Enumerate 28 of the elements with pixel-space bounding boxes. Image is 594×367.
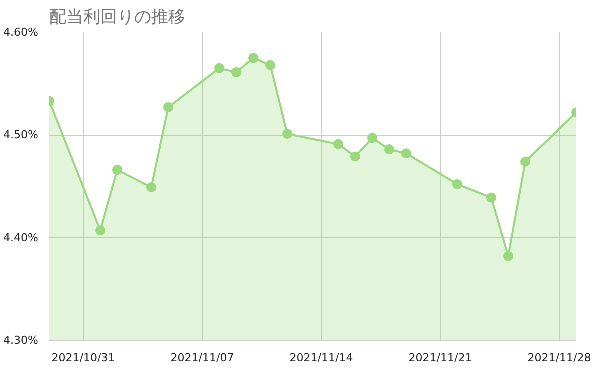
point: [96, 226, 106, 236]
x-tick-label: 2021/10/31: [52, 352, 116, 364]
chart-title: 配当利回りの推移: [50, 8, 186, 28]
point: [112, 165, 122, 176]
point: [146, 182, 156, 193]
point: [350, 152, 360, 162]
x-tick-label: 2021/11/28: [528, 352, 592, 364]
y-tick-label: 4.50%: [4, 128, 39, 142]
point: [334, 139, 344, 150]
point: [214, 63, 224, 74]
point: [384, 144, 394, 155]
point: [486, 192, 496, 203]
point: [266, 60, 276, 70]
point: [504, 251, 514, 262]
y-tick-label: 4.30%: [4, 334, 39, 347]
point: [452, 179, 462, 190]
x-tick-label: 2021/11/07: [170, 352, 234, 364]
x-tick-label: 2021/11/21: [408, 352, 472, 364]
point: [248, 53, 258, 64]
y-tick-label: 4.60%: [4, 26, 39, 39]
x-tick-label: 2021/11/14: [290, 352, 354, 364]
point: [282, 129, 292, 140]
y-tick-label: 4.40%: [4, 231, 39, 244]
point: [232, 68, 242, 78]
point: [402, 148, 412, 159]
point: [368, 133, 378, 144]
point: [164, 102, 174, 112]
point: [520, 156, 530, 167]
